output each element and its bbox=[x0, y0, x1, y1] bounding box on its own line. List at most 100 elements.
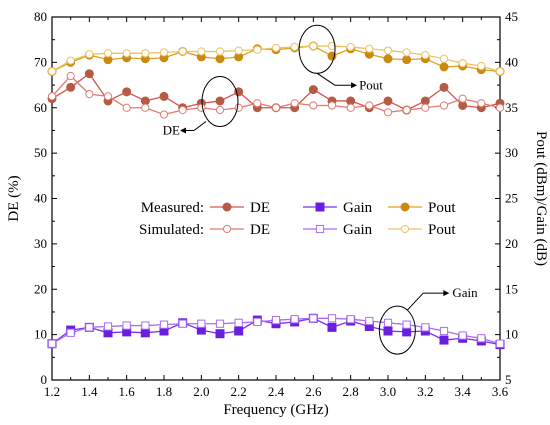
y-right-tick-label: 5 bbox=[505, 372, 512, 387]
legend-entry-label: Gain bbox=[343, 222, 373, 238]
data-point bbox=[141, 49, 150, 58]
x-tick-label: 3.2 bbox=[417, 384, 433, 399]
annotations: Pout DE Gain bbox=[163, 24, 478, 355]
data-point bbox=[477, 334, 486, 343]
y-left-tick-label: 0 bbox=[41, 372, 48, 387]
data-point bbox=[122, 103, 131, 112]
y-left-tick-label: 50 bbox=[34, 145, 47, 160]
data-point bbox=[327, 314, 337, 323]
data-point bbox=[383, 318, 393, 327]
data-point bbox=[253, 45, 262, 54]
legend: Measured: DE Gain Pout Simulated: DE Gain Pout bbox=[139, 200, 456, 238]
data-point bbox=[234, 103, 243, 112]
x-tick-label: 2.0 bbox=[193, 384, 209, 399]
data-point bbox=[197, 319, 206, 328]
data-point bbox=[141, 321, 150, 330]
data-point bbox=[197, 47, 206, 56]
data-point bbox=[103, 322, 113, 331]
data-point bbox=[85, 323, 94, 332]
data-point bbox=[159, 48, 169, 57]
data-point bbox=[47, 92, 57, 101]
data-point bbox=[309, 101, 318, 110]
annotation-ellipse-gain bbox=[378, 305, 416, 355]
data-point bbox=[402, 48, 411, 57]
x-tick-label: 3.6 bbox=[492, 384, 509, 399]
legend-entry-label: DE bbox=[250, 222, 270, 238]
data-point bbox=[253, 99, 262, 108]
data-point bbox=[234, 326, 244, 336]
x-axis-label: Frequency (GHz) bbox=[223, 402, 328, 418]
legend-marker bbox=[222, 202, 232, 212]
y-right-tick-label: 10 bbox=[505, 327, 518, 342]
data-point bbox=[402, 55, 412, 65]
data-point bbox=[402, 320, 411, 329]
data-point bbox=[122, 321, 131, 330]
data-point bbox=[103, 92, 113, 101]
data-point bbox=[365, 316, 374, 326]
data-point bbox=[383, 96, 393, 106]
data-point bbox=[122, 49, 131, 58]
data-point bbox=[271, 316, 281, 325]
annotation-ellipse-de bbox=[201, 75, 239, 127]
legend-marker bbox=[400, 224, 410, 234]
y-right-tick-label: 25 bbox=[505, 191, 518, 206]
annotation-leader-de bbox=[193, 121, 207, 131]
legend-entry-label: Pout bbox=[428, 222, 456, 238]
data-point bbox=[140, 328, 150, 338]
data-point bbox=[439, 101, 449, 110]
data-point bbox=[327, 41, 337, 51]
data-point bbox=[308, 85, 318, 95]
data-point bbox=[458, 331, 467, 340]
y-axis-right-label: Pout (dBm)/Gain (dB) bbox=[533, 131, 549, 266]
data-point bbox=[159, 320, 169, 329]
data-point bbox=[234, 318, 243, 327]
x-tick-label: 2.2 bbox=[231, 384, 247, 399]
data-point bbox=[327, 322, 337, 332]
data-point bbox=[178, 319, 187, 328]
data-point bbox=[215, 105, 225, 115]
data-point bbox=[383, 54, 393, 64]
data-point bbox=[495, 339, 505, 348]
data-point bbox=[215, 319, 225, 328]
data-point bbox=[383, 108, 393, 117]
data-point bbox=[85, 50, 94, 59]
annotation-label-gain: Gain bbox=[452, 285, 478, 300]
annotation-leader-pout bbox=[316, 72, 336, 86]
y-left-tick-label: 10 bbox=[34, 327, 47, 342]
data-point bbox=[383, 326, 393, 336]
y-right-tick-label: 35 bbox=[505, 100, 518, 115]
legend-marker bbox=[315, 224, 325, 234]
data-point bbox=[346, 42, 355, 52]
data-point bbox=[439, 82, 449, 92]
data-point bbox=[365, 101, 374, 110]
data-point bbox=[402, 105, 411, 115]
data-point bbox=[439, 54, 449, 63]
data-point bbox=[402, 327, 412, 337]
x-tick-label: 2.4 bbox=[268, 384, 285, 399]
annotation-label-pout: Pout bbox=[359, 77, 383, 92]
data-point bbox=[290, 315, 299, 324]
y-left-tick-label: 20 bbox=[34, 281, 47, 296]
series-group bbox=[47, 41, 505, 350]
data-point bbox=[215, 329, 225, 339]
x-tick-label: 1.6 bbox=[119, 384, 136, 399]
data-point bbox=[439, 335, 449, 345]
x-tick-label: 1.4 bbox=[81, 384, 98, 399]
y-left-tick-label: 60 bbox=[34, 100, 47, 115]
y-left-tick-label: 70 bbox=[34, 54, 47, 69]
y-right-tick-label: 30 bbox=[505, 145, 518, 160]
data-point bbox=[234, 46, 243, 55]
x-tick-label: 2.6 bbox=[305, 384, 322, 399]
x-tick-label: 1.2 bbox=[44, 384, 60, 399]
data-point bbox=[159, 91, 169, 101]
data-point bbox=[47, 67, 57, 76]
data-point bbox=[66, 82, 76, 92]
x-tick-label: 3.4 bbox=[455, 384, 472, 399]
data-point bbox=[66, 71, 75, 81]
arrow-head bbox=[443, 290, 450, 297]
data-point bbox=[327, 101, 337, 110]
y-left-tick-label: 80 bbox=[34, 9, 47, 24]
data-point bbox=[421, 103, 430, 112]
data-point bbox=[141, 103, 150, 112]
